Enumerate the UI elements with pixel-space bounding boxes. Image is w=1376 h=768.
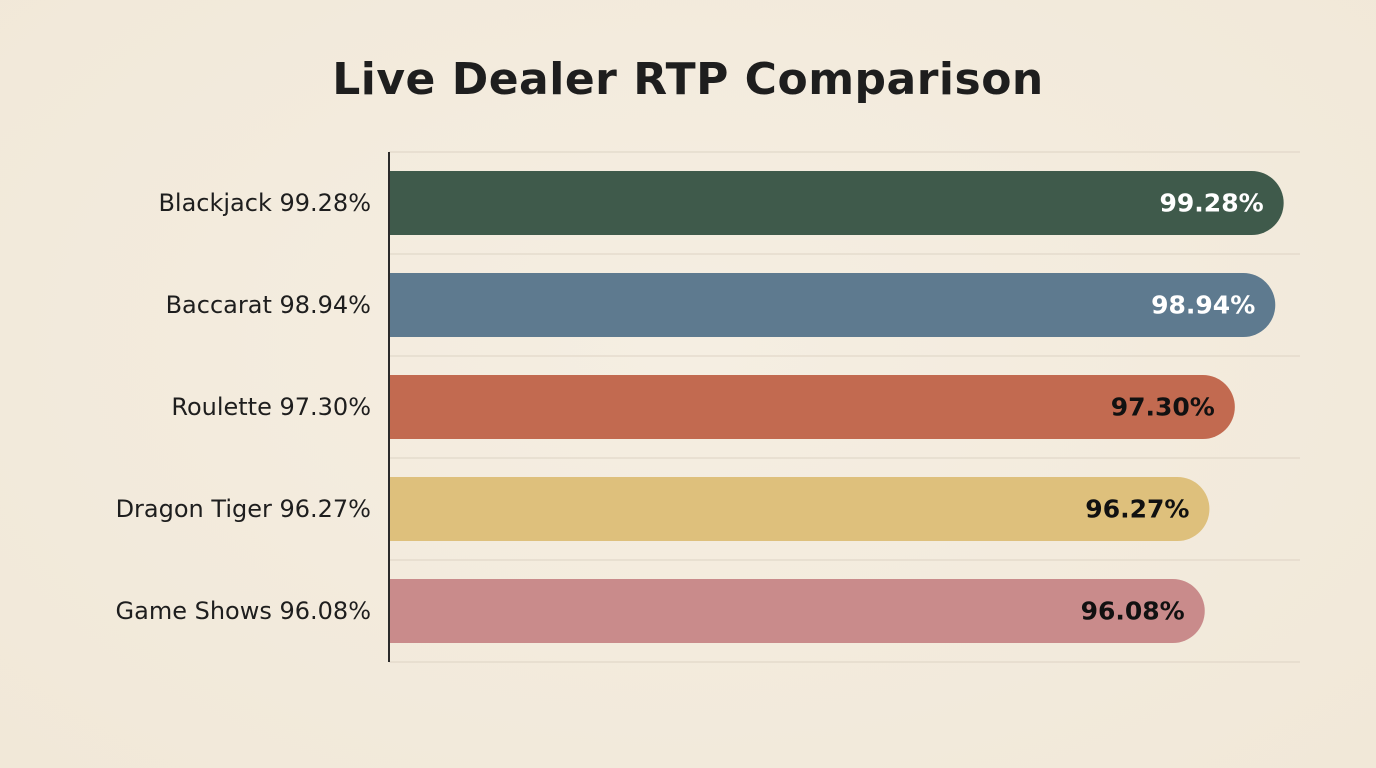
bar (389, 579, 1205, 643)
category-label: Baccarat 98.94% (166, 291, 371, 319)
bar (389, 171, 1284, 235)
bar (389, 273, 1276, 337)
chart-title: Live Dealer RTP Comparison (332, 54, 1044, 105)
data-label: 99.28% (1160, 189, 1264, 218)
category-label: Game Shows 96.08% (116, 597, 371, 625)
category-label: Roulette 97.30% (171, 393, 371, 421)
bar (389, 477, 1210, 541)
data-label: 97.30% (1111, 393, 1215, 422)
category-label: Blackjack 99.28% (158, 189, 371, 217)
data-label: 96.08% (1081, 597, 1185, 626)
bar (389, 375, 1235, 439)
category-label: Dragon Tiger 96.27% (116, 495, 371, 523)
data-label: 96.27% (1085, 495, 1189, 524)
data-label: 98.94% (1151, 291, 1255, 320)
